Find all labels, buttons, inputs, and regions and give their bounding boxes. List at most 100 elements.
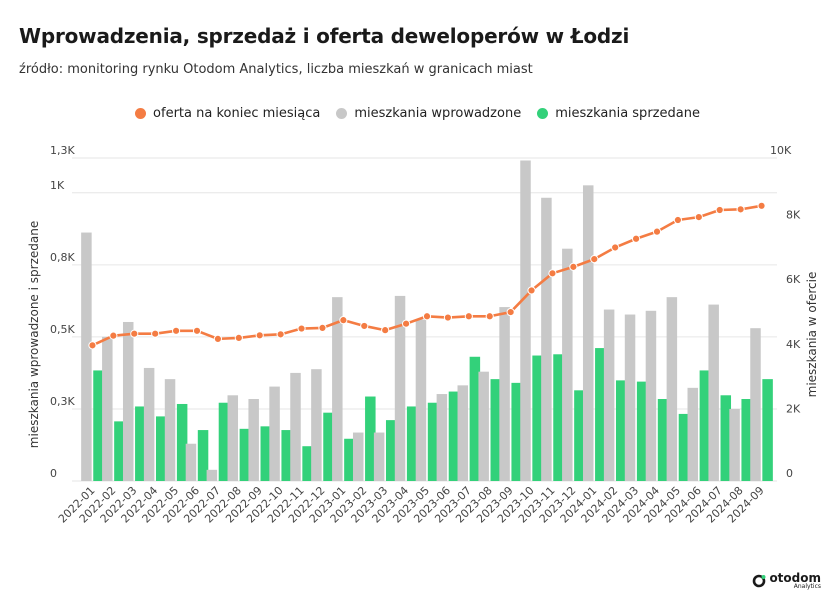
offer-point — [151, 329, 160, 338]
bar-introduced — [373, 432, 385, 481]
bar-sold — [595, 348, 606, 481]
bar-introduced — [541, 197, 552, 481]
offer-point — [631, 234, 641, 243]
offer-point — [757, 201, 766, 210]
bar-introduced — [332, 297, 343, 481]
offer-point — [715, 205, 724, 215]
bar-introduced — [708, 304, 719, 481]
bar-sold — [553, 354, 564, 481]
left-tick-label: 0 — [50, 467, 57, 480]
offer-line — [91, 204, 762, 347]
bar-introduced — [645, 310, 657, 481]
offer-point — [485, 312, 494, 321]
bar-introduced — [562, 248, 573, 481]
right-tick-label-top: 10K — [770, 144, 792, 157]
offer-point — [297, 324, 306, 333]
offer-point — [213, 334, 223, 343]
bar-sold — [511, 382, 522, 481]
bar-introduced — [666, 297, 678, 481]
offer-point — [569, 262, 578, 271]
bar-introduced — [687, 387, 699, 481]
bar-introduced — [520, 160, 531, 481]
bar-introduced — [436, 394, 448, 481]
legend-label-sprzedane: mieszkania sprzedane — [555, 106, 700, 121]
left-tick-label: 0,8K — [50, 251, 75, 264]
bar-sold — [448, 391, 460, 481]
offer-point — [339, 316, 348, 325]
bar-introduced — [311, 369, 322, 481]
chart-subtitle: źródło: monitoring rynku Otodom Analytic… — [19, 62, 533, 77]
legend-label-oferta: oferta na koniec miesiąca — [153, 106, 321, 121]
legend-label-wprowadzone: mieszkania wprowadzone — [354, 106, 522, 121]
bar-introduced — [206, 469, 218, 481]
bar-introduced — [582, 185, 594, 482]
offer-point — [401, 319, 411, 328]
bar-sold — [636, 381, 648, 481]
offer-point — [130, 329, 139, 338]
bar-introduced — [624, 314, 636, 481]
bar-sold — [114, 421, 125, 481]
bar-introduced — [478, 371, 489, 481]
bar-sold — [532, 355, 543, 481]
bar-introduced — [457, 385, 469, 481]
bar-sold — [574, 390, 585, 481]
offer-point — [548, 269, 557, 278]
offer-point — [318, 323, 327, 332]
legend: oferta na koniec miesiąca mieszkania wpr… — [0, 106, 835, 121]
offer-point — [422, 312, 432, 321]
right-tick-label: 4K — [786, 338, 801, 351]
legend-dot-oferta — [135, 108, 147, 119]
bar-sold — [281, 430, 292, 481]
bar-sold — [699, 370, 711, 481]
bar-sold — [678, 413, 690, 481]
offer-point — [360, 321, 369, 331]
bar-introduced — [352, 432, 364, 481]
bar-introduced — [102, 336, 113, 481]
offer-point — [506, 307, 515, 317]
offer-point — [590, 254, 599, 264]
bar-sold — [302, 446, 313, 481]
bar-introduced — [143, 367, 155, 481]
bar-introduced — [248, 399, 259, 481]
brand-name: otodom — [769, 571, 821, 585]
bar-introduced — [81, 232, 92, 481]
bar-sold — [720, 395, 732, 481]
right-tick-label: 0 — [786, 467, 793, 480]
chart-title: Wprowadzenia, sprzedaż i oferta dewelope… — [19, 24, 630, 48]
bar-introduced — [415, 319, 427, 481]
legend-item-wprowadzone[interactable]: mieszkania wprowadzone — [336, 106, 521, 121]
legend-item-sprzedane[interactable]: mieszkania sprzedane — [537, 106, 700, 121]
right-axis-title: mieszkania w ofercie — [805, 272, 819, 398]
left-tick-label-top: 1,3K — [50, 144, 75, 157]
offer-point — [694, 213, 703, 222]
left-tick-label: 0,3K — [50, 395, 75, 408]
offer-point — [443, 313, 453, 322]
bar-sold — [135, 406, 146, 481]
left-tick-label: 1K — [50, 179, 65, 192]
brand-sub: Analytics — [793, 583, 821, 590]
legend-item-oferta[interactable]: oferta na koniec miesiąca — [135, 106, 320, 121]
offer-point — [611, 243, 620, 252]
bar-sold — [365, 396, 376, 481]
bar-sold — [657, 399, 669, 481]
offer-point — [673, 215, 683, 225]
left-axis-title: mieszkania wprowadzone i sprzedane — [27, 221, 41, 448]
bar-sold — [762, 379, 773, 481]
offer-point — [255, 331, 264, 340]
bar-introduced — [729, 408, 740, 481]
bar-introduced — [290, 372, 301, 481]
bar-sold — [239, 428, 251, 481]
offer-point — [192, 326, 202, 335]
bar-sold — [197, 430, 209, 481]
right-tick-label: 8K — [786, 209, 801, 222]
left-tick-label: 0,5K — [50, 323, 75, 336]
bar-sold — [406, 406, 418, 481]
bar-introduced — [185, 443, 197, 481]
bar-introduced — [269, 386, 280, 481]
bar-introduced — [750, 328, 761, 481]
bar-sold — [323, 412, 334, 481]
brand-logo: otodom Analytics — [752, 572, 821, 590]
bar-sold — [176, 403, 188, 481]
legend-dot-wprowadzone — [336, 108, 348, 119]
bar-sold — [469, 356, 481, 481]
